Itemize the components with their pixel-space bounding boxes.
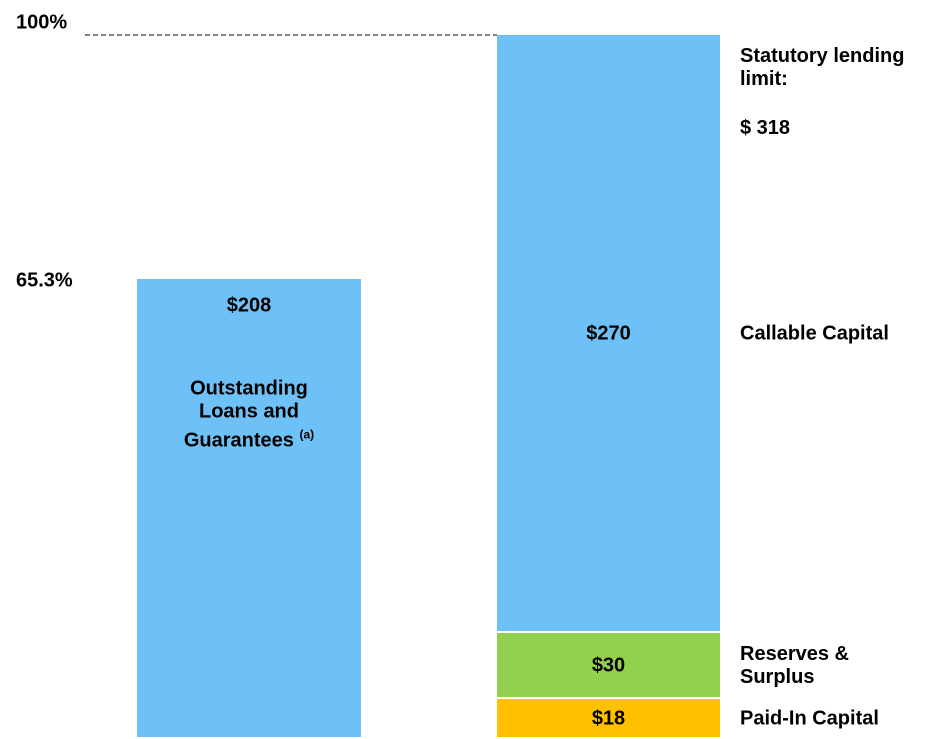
value-label: $208 xyxy=(226,294,272,317)
value-label: $270 xyxy=(586,322,631,345)
percent-label: 65.3% xyxy=(16,269,73,292)
total-label: Statutory lending limit: xyxy=(740,45,905,90)
percent-label: 100% xyxy=(16,11,68,34)
legend-label: Paid-In Capital xyxy=(740,707,879,730)
legend-label: Reserves & Surplus xyxy=(740,642,849,688)
bar-label: Outstanding Loans and Guarantees (a) xyxy=(164,377,334,452)
legend-label: Callable Capital xyxy=(740,322,889,345)
value-label: $30 xyxy=(591,654,626,677)
bar-segment xyxy=(137,278,361,737)
bar-segment xyxy=(497,632,720,698)
series-name: Outstanding Loans and Guarantees xyxy=(183,377,308,451)
bar-segment xyxy=(497,699,720,737)
value-label: $18 xyxy=(591,707,626,730)
bar-segment xyxy=(497,35,720,631)
footnote-mark: (a) xyxy=(299,427,315,442)
total-value: $ 318 xyxy=(740,117,791,139)
